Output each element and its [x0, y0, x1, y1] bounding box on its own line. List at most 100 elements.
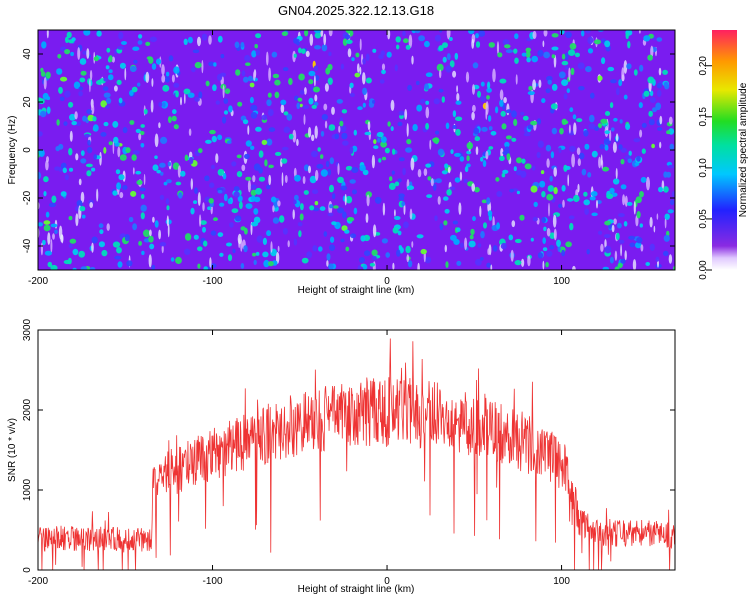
- heatmap-cell: [398, 110, 405, 116]
- heatmap-cell: [184, 154, 189, 162]
- heatmap-cell: [561, 53, 566, 60]
- heatmap-cell: [658, 67, 662, 76]
- heatmap-cell: [653, 225, 656, 233]
- heatmap-cell: [492, 245, 498, 252]
- heatmap-cell: [398, 245, 402, 250]
- heatmap-cell: [294, 194, 299, 201]
- heatmap-cell: [381, 238, 388, 244]
- heatmap-cell: [209, 257, 212, 268]
- heatmap-cell: [425, 106, 430, 119]
- heatmap-cell: [87, 139, 91, 146]
- heatmap-cell: [521, 158, 526, 164]
- heatmap-cell: [604, 40, 611, 48]
- heatmap-cell: [553, 228, 557, 241]
- heatmap-cell: [87, 146, 93, 154]
- heatmap-cell: [487, 81, 491, 89]
- heatmap-cell: [78, 91, 83, 97]
- heatmap-cell: [287, 240, 290, 248]
- heatmap-cell: [325, 160, 330, 168]
- heatmap-cell: [241, 70, 246, 77]
- heatmap-cell: [281, 146, 289, 151]
- heatmap-cell: [69, 130, 73, 142]
- x-tick-label: -100: [203, 576, 223, 587]
- heatmap-cell: [296, 138, 299, 146]
- heatmap-cell: [481, 126, 488, 132]
- heatmap-cell: [333, 205, 339, 209]
- heatmap-cell: [334, 133, 339, 140]
- heatmap-cell: [590, 92, 595, 99]
- heatmap-cell: [345, 165, 353, 171]
- heatmap-cell: [589, 196, 596, 201]
- heatmap-cell: [140, 124, 145, 128]
- heatmap-cell: [342, 211, 347, 219]
- heatmap-cell: [126, 260, 133, 267]
- heatmap-cell: [398, 157, 405, 162]
- heatmap-cell: [438, 45, 444, 52]
- heatmap-cell: [530, 237, 534, 242]
- heatmap-cell: [108, 55, 113, 63]
- heatmap-cell: [180, 170, 186, 177]
- heatmap-cell: [486, 95, 490, 100]
- heatmap-cell: [585, 66, 592, 73]
- heatmap-cell: [132, 223, 138, 231]
- heatmap-cell: [610, 127, 615, 132]
- heatmap-cell: [183, 88, 191, 95]
- heatmap-cell: [542, 247, 548, 252]
- heatmap-cell: [167, 161, 172, 167]
- heatmap-cell: [472, 104, 476, 113]
- heatmap-cell: [456, 227, 461, 232]
- heatmap-cell: [389, 176, 393, 182]
- heatmap-cell: [452, 125, 457, 129]
- heatmap-cell: [480, 156, 484, 162]
- heatmap-cell: [268, 127, 276, 132]
- heatmap-cell: [655, 102, 662, 111]
- heatmap-cell: [282, 227, 288, 235]
- heatmap-cell: [340, 185, 348, 191]
- heatmap-cell: [459, 156, 465, 162]
- heatmap-cell: [302, 105, 309, 110]
- heatmap-cell: [359, 38, 362, 51]
- heatmap-cell: [577, 158, 581, 167]
- heatmap-cell: [312, 207, 320, 212]
- heatmap-cell: [447, 166, 451, 174]
- heatmap-cell: [321, 44, 328, 52]
- heatmap-cell: [203, 266, 208, 270]
- heatmap-cell: [596, 199, 598, 209]
- colorbar-gradient: [712, 30, 737, 270]
- heatmap-cell: [91, 236, 98, 244]
- heatmap-cell: [651, 143, 655, 149]
- heatmap-cell: [111, 56, 115, 63]
- heatmap-cell: [513, 118, 518, 127]
- heatmap-cell: [424, 256, 432, 264]
- heatmap-cell: [158, 229, 162, 240]
- heatmap-cell: [131, 154, 137, 161]
- heatmap-cell: [253, 163, 261, 171]
- heatmap-cell: [525, 50, 531, 58]
- heatmap-cell: [184, 248, 191, 256]
- heatmap-cell: [604, 220, 611, 226]
- heatmap-cell: [266, 99, 272, 107]
- heatmap-cell: [114, 85, 118, 92]
- heatmap-cell: [309, 175, 317, 184]
- heatmap-cell: [72, 267, 77, 270]
- heatmap-cell: [165, 71, 170, 77]
- heatmap-cell: [299, 213, 304, 221]
- heatmap-cell: [239, 201, 243, 209]
- heatmap-cell: [303, 190, 309, 195]
- heatmap-cell: [620, 184, 627, 190]
- heatmap-cell: [166, 205, 170, 211]
- heatmap-cell: [160, 136, 168, 144]
- heatmap-cell: [496, 41, 500, 55]
- heatmap-cell: [250, 195, 256, 202]
- heatmap-cell: [525, 47, 532, 53]
- heatmap-cell: [522, 115, 529, 121]
- heatmap-cell: [345, 30, 350, 33]
- heatmap-cell: [312, 189, 319, 195]
- heatmap-cell: [593, 126, 600, 131]
- heatmap-cell: [569, 107, 574, 113]
- snr-series: [38, 338, 675, 570]
- heatmap-cell: [255, 33, 262, 39]
- heatmap-cell: [308, 165, 311, 174]
- heatmap-cell: [244, 153, 250, 160]
